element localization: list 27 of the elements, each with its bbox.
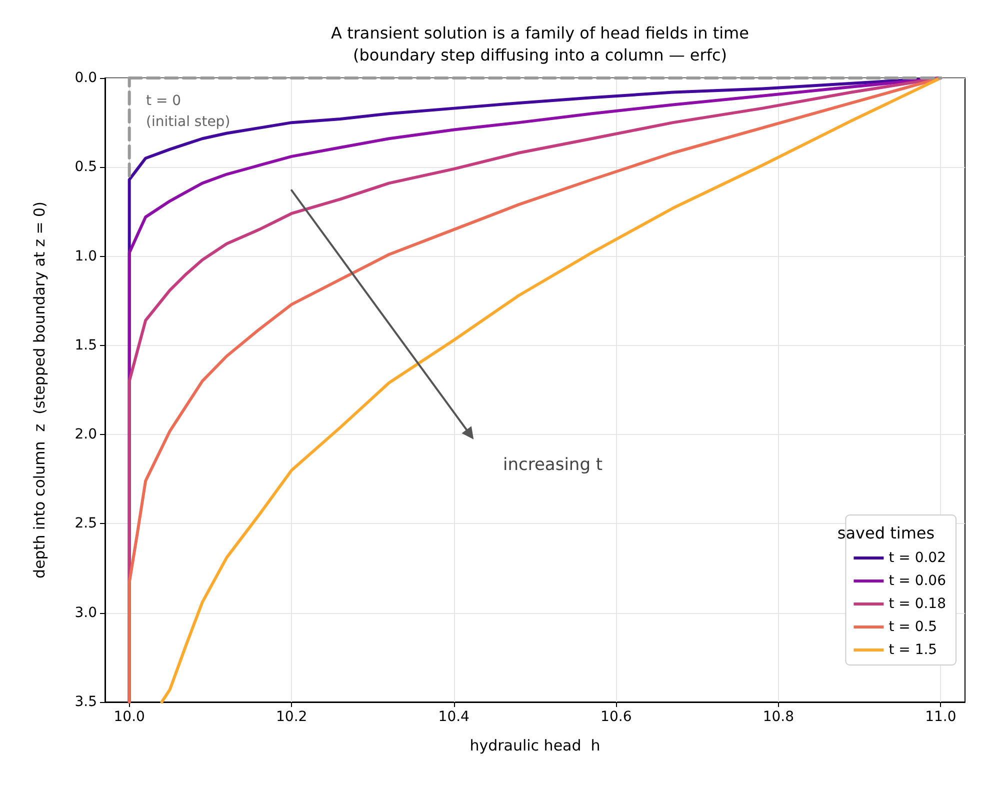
- legend-title: saved times: [837, 524, 935, 542]
- y-tick-label: 2.5: [74, 516, 97, 532]
- y-axis-title: depth into column z (stepped boundary at z = 0): [30, 202, 48, 578]
- chart-title: A transient solution is a family of head fields in time: [331, 24, 749, 42]
- y-tick-label: 3.0: [74, 604, 97, 621]
- y-tick-label: 1.5: [74, 337, 97, 354]
- annotation: t = 0: [146, 93, 182, 109]
- x-tick-label: 10.2: [276, 709, 308, 725]
- x-axis-title: hydraulic head h: [470, 736, 600, 754]
- legend-label: t = 0.18: [888, 596, 946, 612]
- x-tick-label: 10.0: [114, 709, 145, 725]
- x-tick-label: 10.6: [600, 709, 632, 725]
- x-tick-label: 10.8: [762, 709, 794, 725]
- legend-label: t = 1.5: [888, 642, 938, 658]
- y-tick-label: 0.0: [74, 70, 97, 86]
- annotation: (initial step): [146, 114, 230, 130]
- x-tick-label: 11.0: [925, 709, 956, 725]
- y-tick-label: 3.5: [74, 694, 97, 710]
- y-tick-label: 0.5: [74, 159, 97, 176]
- legend-label: t = 0.02: [888, 550, 946, 566]
- chart-subtitle: (boundary step diffusing into a column — erfc): [353, 46, 727, 64]
- annotation: increasing t: [503, 455, 603, 475]
- y-tick-label: 1.0: [74, 248, 97, 264]
- x-tick-label: 10.4: [438, 709, 470, 725]
- legend-label: t = 0.5: [888, 619, 938, 635]
- legend-label: t = 0.06: [888, 573, 946, 589]
- y-tick-label: 2.0: [74, 426, 97, 443]
